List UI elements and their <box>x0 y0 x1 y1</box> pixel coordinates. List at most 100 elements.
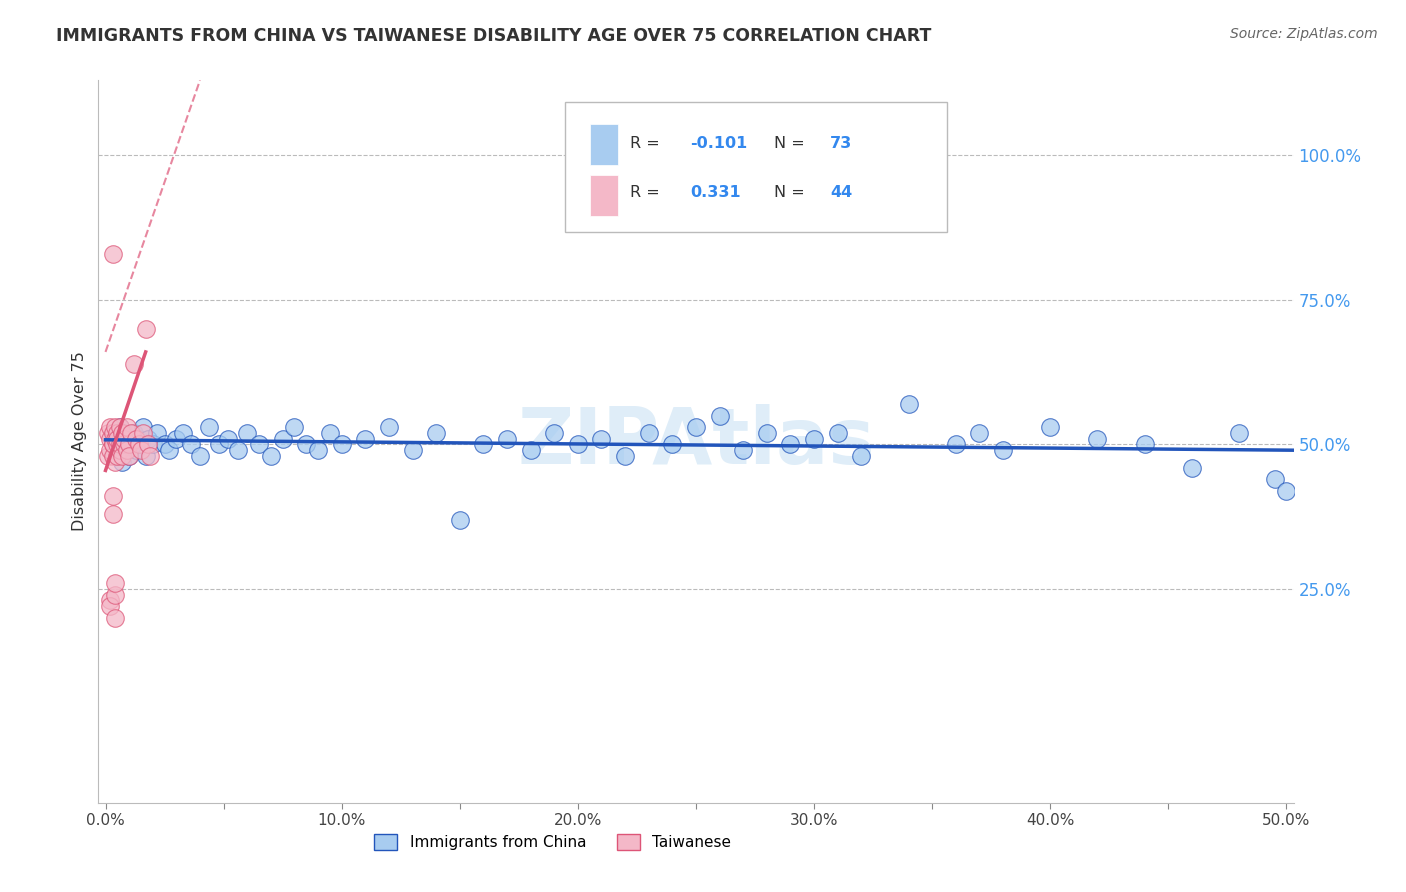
Point <box>260 449 283 463</box>
Point <box>217 432 239 446</box>
Point <box>1264 472 1286 486</box>
Point <box>104 432 127 446</box>
Point <box>733 443 755 458</box>
Point <box>226 443 249 458</box>
Point <box>496 432 519 446</box>
Text: N =: N = <box>773 136 810 152</box>
Point <box>101 490 124 504</box>
Point <box>121 425 143 440</box>
Text: 0.331: 0.331 <box>690 185 741 200</box>
Point <box>851 449 873 463</box>
Point <box>105 437 128 451</box>
Point <box>354 432 377 446</box>
Point <box>897 397 920 411</box>
Point <box>108 420 131 434</box>
Point <box>685 420 707 434</box>
Point <box>142 437 165 451</box>
Point <box>108 437 131 451</box>
Point <box>271 432 294 446</box>
Point <box>105 432 128 446</box>
Text: N =: N = <box>773 185 810 200</box>
Point <box>105 449 128 463</box>
Point <box>101 425 124 440</box>
Point <box>122 425 145 440</box>
Point <box>105 425 128 440</box>
Point <box>125 432 148 446</box>
Point <box>129 437 152 451</box>
Text: -0.101: -0.101 <box>690 136 747 152</box>
Y-axis label: Disability Age Over 75: Disability Age Over 75 <box>72 351 87 532</box>
FancyBboxPatch shape <box>589 175 619 216</box>
Point <box>779 437 801 451</box>
Point <box>101 437 124 451</box>
Point <box>969 425 991 440</box>
Point <box>319 425 342 440</box>
Point <box>519 443 541 458</box>
Point <box>118 449 141 463</box>
Point <box>330 437 353 451</box>
Point <box>128 432 150 446</box>
Point <box>118 449 141 463</box>
Point <box>945 437 967 451</box>
Point <box>827 425 849 440</box>
Point <box>755 425 778 440</box>
Point <box>111 455 134 469</box>
Text: R =: R = <box>630 136 665 152</box>
Point <box>101 246 124 260</box>
Point <box>132 425 155 440</box>
Point <box>449 512 471 526</box>
Point <box>567 437 589 451</box>
Point <box>129 443 152 458</box>
Point <box>115 420 138 434</box>
Point <box>112 432 135 446</box>
Point <box>104 420 127 434</box>
Point <box>111 449 134 463</box>
Point <box>295 437 318 451</box>
Point <box>146 425 169 440</box>
Point <box>101 507 124 521</box>
Point <box>101 449 124 463</box>
Point <box>307 443 329 458</box>
Point <box>98 420 121 434</box>
Point <box>1087 432 1109 446</box>
Point <box>135 322 157 336</box>
Point <box>121 437 143 451</box>
Point <box>101 437 124 451</box>
Point <box>108 420 131 434</box>
Point <box>136 432 159 446</box>
Point <box>104 437 127 451</box>
Point <box>247 437 270 451</box>
Point <box>378 420 401 434</box>
Point <box>1133 437 1156 451</box>
Point <box>661 437 683 451</box>
Point <box>157 443 180 458</box>
Point <box>98 432 121 446</box>
Text: R =: R = <box>630 185 665 200</box>
Point <box>803 432 825 446</box>
Point <box>111 437 134 451</box>
Point <box>135 449 157 463</box>
Legend: Immigrants from China, Taiwanese: Immigrants from China, Taiwanese <box>368 829 737 856</box>
Point <box>236 425 259 440</box>
Point <box>104 455 127 469</box>
Point <box>97 425 120 440</box>
Point <box>115 437 138 451</box>
Point <box>104 576 127 591</box>
Point <box>614 449 637 463</box>
Point <box>132 420 155 434</box>
Point <box>108 443 131 458</box>
Point <box>1039 420 1062 434</box>
Text: Source: ZipAtlas.com: Source: ZipAtlas.com <box>1230 27 1378 41</box>
Point <box>1275 483 1298 498</box>
FancyBboxPatch shape <box>565 102 948 232</box>
Point <box>198 420 221 434</box>
Point <box>991 443 1014 458</box>
Point <box>118 437 141 451</box>
Point <box>1181 460 1204 475</box>
Point <box>115 443 138 458</box>
Point <box>105 432 128 446</box>
Text: 73: 73 <box>830 136 852 152</box>
Point <box>104 611 127 625</box>
Point <box>153 437 176 451</box>
Point <box>101 425 124 440</box>
